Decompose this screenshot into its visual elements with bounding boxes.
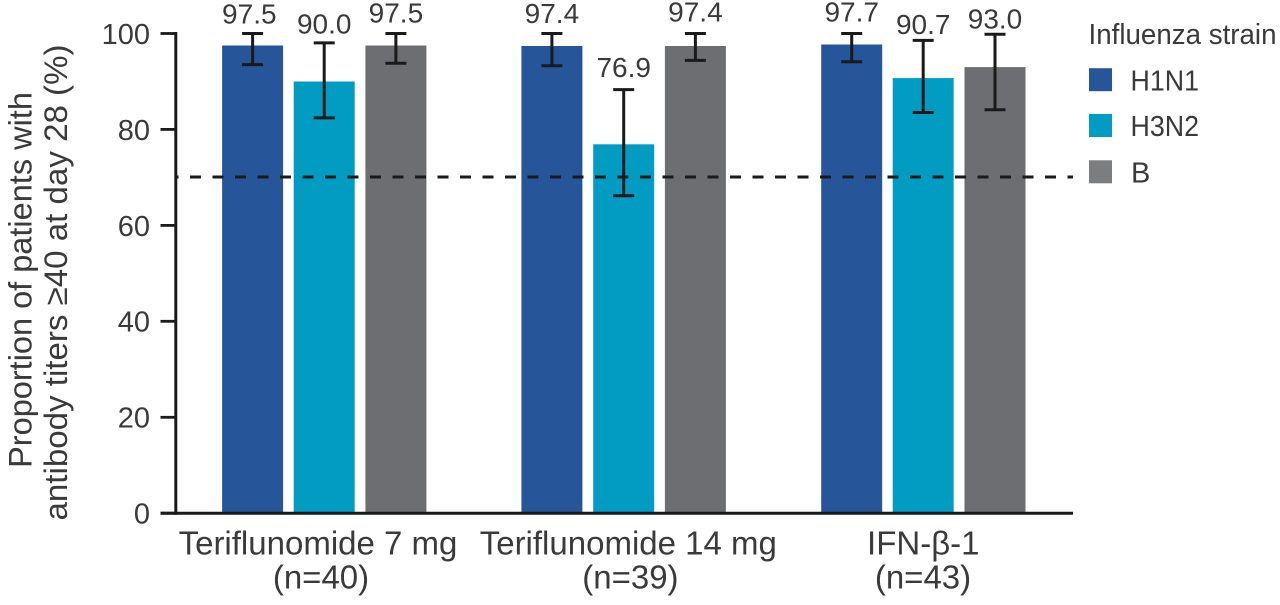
svg-text:antibody titers ≥40 at day 28: antibody titers ≥40 at day 28 (%) xyxy=(38,45,74,521)
svg-text:0: 0 xyxy=(134,499,150,531)
svg-text:100: 100 xyxy=(102,19,150,51)
svg-text:93.0: 93.0 xyxy=(968,3,1023,34)
svg-text:(n=43): (n=43) xyxy=(875,559,971,596)
svg-text:B: B xyxy=(1131,158,1150,190)
svg-text:Teriflunomide 14 mg: Teriflunomide 14 mg xyxy=(480,525,777,562)
svg-text:97.7: 97.7 xyxy=(824,0,879,28)
svg-text:97.5: 97.5 xyxy=(222,0,277,30)
svg-text:(n=40): (n=40) xyxy=(273,559,369,596)
svg-text:(n=39): (n=39) xyxy=(582,559,678,596)
svg-text:Influenza strain: Influenza strain xyxy=(1089,19,1277,51)
svg-text:80: 80 xyxy=(118,115,150,147)
svg-text:40: 40 xyxy=(118,307,150,339)
svg-text:20: 20 xyxy=(118,403,150,435)
svg-text:H1N1: H1N1 xyxy=(1131,65,1200,97)
svg-text:60: 60 xyxy=(118,211,150,243)
svg-text:Teriflunomide 7 mg: Teriflunomide 7 mg xyxy=(179,525,458,562)
svg-text:IFN-β-1: IFN-β-1 xyxy=(867,525,979,562)
svg-text:97.4: 97.4 xyxy=(668,0,723,28)
svg-text:97.4: 97.4 xyxy=(525,0,580,29)
svg-text:H3N2: H3N2 xyxy=(1131,111,1200,143)
svg-text:90.7: 90.7 xyxy=(896,9,951,40)
svg-text:97.5: 97.5 xyxy=(369,0,424,29)
svg-text:Proportion of patients with: Proportion of patients with xyxy=(3,92,39,468)
svg-text:76.9: 76.9 xyxy=(596,52,651,83)
svg-text:90.0: 90.0 xyxy=(297,8,352,39)
